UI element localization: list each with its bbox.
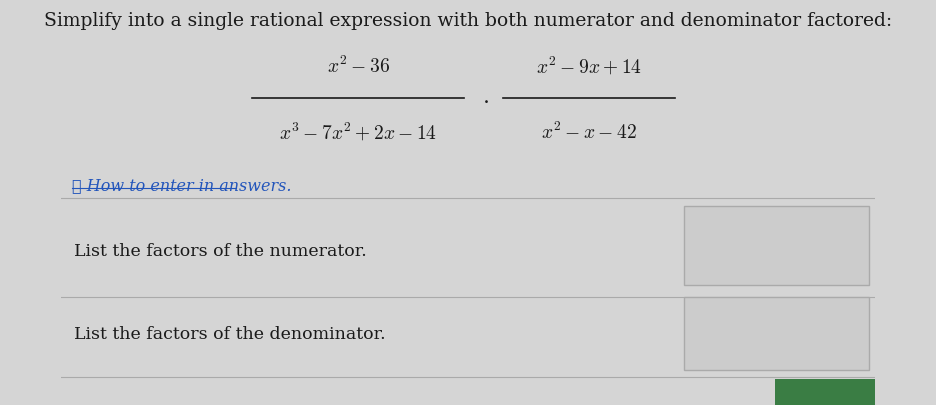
Text: Simplify into a single rational expression with both numerator and denominator f: Simplify into a single rational expressi…: [44, 12, 892, 30]
Text: $x^2 - 9x + 14$: $x^2 - 9x + 14$: [536, 55, 642, 77]
Text: $x^2 - x - 42$: $x^2 - x - 42$: [541, 122, 637, 143]
FancyBboxPatch shape: [683, 207, 869, 286]
Text: $\cdot$: $\cdot$: [482, 88, 489, 111]
FancyBboxPatch shape: [775, 379, 874, 405]
FancyBboxPatch shape: [683, 298, 869, 371]
Text: List the factors of the denominator.: List the factors of the denominator.: [74, 326, 386, 343]
Text: $x^3 - 7x^2 + 2x - 14$: $x^3 - 7x^2 + 2x - 14$: [279, 122, 437, 143]
Text: List the factors of the numerator.: List the factors of the numerator.: [74, 243, 366, 260]
Text: ✕ How to enter in answers.: ✕ How to enter in answers.: [72, 176, 291, 193]
Text: $x^2 - 36$: $x^2 - 36$: [327, 56, 389, 77]
